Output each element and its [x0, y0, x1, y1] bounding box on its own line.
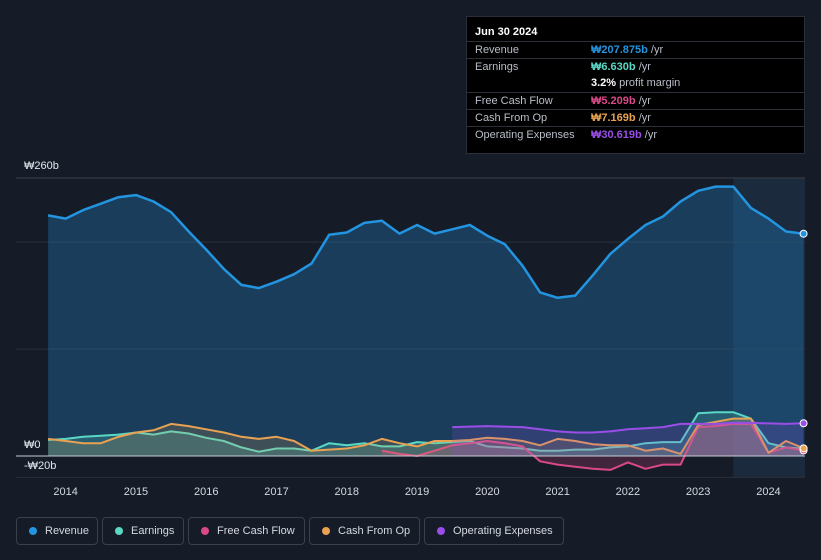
highlight-band [733, 178, 805, 478]
tooltip-date: Jun 30 2024 [475, 26, 538, 38]
tooltip-row-revenue: Revenue ₩207.875b /yr [467, 41, 804, 59]
tooltip-label: Free Cash Flow [475, 95, 553, 107]
x-tick-label: 2016 [194, 486, 218, 498]
tooltip-row-opex: Operating Expenses ₩30.619b /yr [467, 126, 804, 144]
x-tick-label: 2017 [264, 486, 288, 498]
tooltip-value: ₩5.209b [591, 95, 636, 107]
legend-label: Revenue [45, 525, 90, 537]
tooltip-row-cfo: Cash From Op ₩7.169b /yr [467, 109, 804, 127]
tooltip-label: Cash From Op [475, 112, 548, 124]
legend-dot-icon [201, 527, 209, 535]
x-tick-label: 2021 [545, 486, 569, 498]
series-line-revenue [47, 185, 804, 300]
end-marker-cash-from-op [799, 444, 808, 453]
tooltip-unit: /yr [641, 129, 658, 141]
legend-label: Earnings [131, 525, 175, 537]
tooltip-unit: /yr [635, 61, 651, 73]
series-line-earnings [48, 411, 804, 453]
series-area-earnings [48, 412, 804, 456]
x-tick-label: 2015 [124, 486, 148, 498]
x-tick-label: 2019 [405, 486, 429, 498]
tooltip-value: ₩7.169b [591, 112, 636, 124]
tooltip-panel: Jun 30 2024 Revenue ₩207.875b /yr Earnin… [466, 16, 805, 154]
legend-dot-icon [322, 527, 330, 535]
tooltip-row-earnings: Earnings ₩6.630b /yr [467, 58, 804, 76]
end-marker-revenue [799, 229, 808, 238]
legend-cash-from-op[interactable]: Cash From Op [309, 517, 420, 545]
tooltip-label: Revenue [475, 44, 520, 56]
legend-earnings[interactable]: Earnings [102, 517, 184, 545]
end-marker-operating-expenses [799, 419, 808, 428]
y-axis-zero-label: ₩0 [24, 439, 41, 451]
tooltip-value: ₩30.619b [591, 129, 642, 141]
y-axis-top-label: ₩260b [24, 160, 59, 172]
x-tick-label: 2018 [335, 486, 359, 498]
x-tick-label: 2014 [53, 486, 77, 498]
tooltip-unit: /yr [647, 44, 664, 56]
x-tick-label: 2020 [475, 486, 499, 498]
legend-free-cash-flow[interactable]: Free Cash Flow [188, 517, 305, 545]
legend-label: Operating Expenses [453, 525, 553, 537]
tooltip-label: Earnings [475, 61, 519, 73]
series-area-operating-expenses [452, 422, 804, 456]
tooltip-unit: /yr [635, 95, 651, 107]
legend-label: Free Cash Flow [217, 525, 295, 537]
series-line-operating-expenses [452, 421, 804, 434]
x-tick-label: 2022 [616, 486, 640, 498]
series-line-cash-from-op [47, 417, 804, 455]
series-area-free-cash-flow [381, 423, 804, 470]
legend-dot-icon [437, 527, 445, 535]
series-area-revenue [48, 186, 804, 456]
tooltip-label: Operating Expenses [475, 129, 575, 141]
series-area-cash-from-op [48, 418, 804, 456]
tooltip-unit: /yr [635, 112, 651, 124]
tooltip-value: ₩207.875b [591, 44, 648, 56]
tooltip-row-fcf: Free Cash Flow ₩5.209b /yr [467, 92, 804, 110]
tooltip-row-margin: 3.2% profit margin [467, 75, 804, 92]
legend-dot-icon [29, 527, 37, 535]
tooltip-value: ₩6.630b [591, 61, 636, 73]
legend-operating-expenses[interactable]: Operating Expenses [424, 517, 564, 545]
tooltip-unit: profit margin [616, 77, 681, 89]
legend-revenue[interactable]: Revenue [16, 517, 98, 545]
y-axis-bottom-label: -₩20b [24, 460, 57, 472]
legend-label: Cash From Op [338, 525, 411, 537]
x-tick-label: 2024 [756, 486, 780, 498]
tooltip-value: 3.2% [591, 77, 617, 89]
legend-dot-icon [115, 527, 123, 535]
x-tick-label: 2023 [686, 486, 710, 498]
